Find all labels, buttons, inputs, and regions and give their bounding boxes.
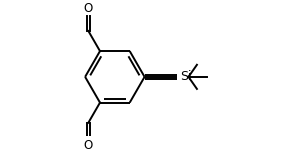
Text: Si: Si xyxy=(180,70,192,83)
Text: O: O xyxy=(84,139,93,152)
Text: O: O xyxy=(84,2,93,15)
